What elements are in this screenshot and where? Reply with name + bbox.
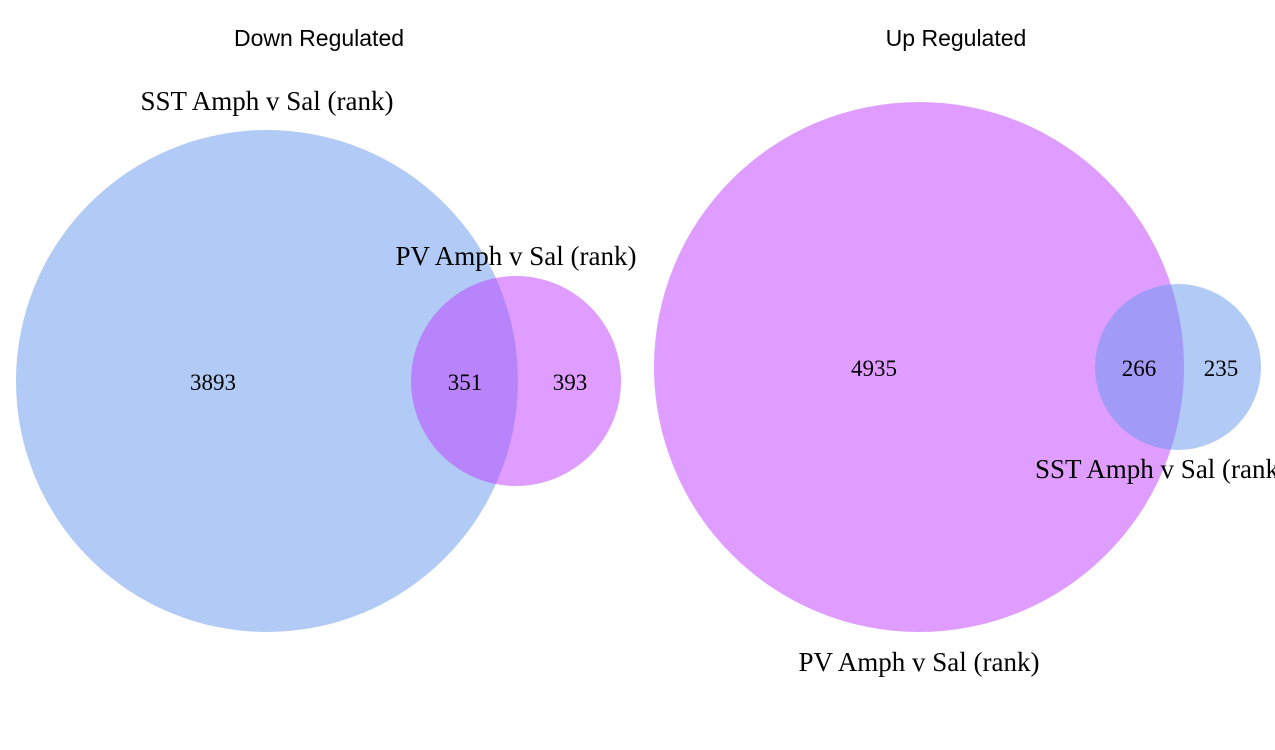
up-regulated-title: Up Regulated: [886, 25, 1027, 51]
down-regulated-venn: Down Regulated SST Amph v Sal (rank) PV …: [16, 25, 637, 632]
down-sst-label: SST Amph v Sal (rank): [140, 86, 393, 116]
up-overlap-count: 266: [1122, 356, 1157, 381]
down-overlap-count: 351: [448, 370, 483, 395]
down-pv-label: PV Amph v Sal (rank): [396, 241, 637, 271]
up-regulated-venn: Up Regulated PV Amph v Sal (rank) SST Am…: [654, 25, 1275, 677]
down-pv-circle: [411, 276, 621, 486]
up-sst-circle: [1095, 284, 1261, 450]
up-sst-label: SST Amph v Sal (rank): [1035, 454, 1275, 484]
down-sst-only-count: 3893: [190, 370, 236, 395]
down-regulated-title: Down Regulated: [234, 25, 404, 51]
up-sst-only-count: 235: [1204, 356, 1239, 381]
up-pv-only-count: 4935: [851, 356, 897, 381]
down-sst-circle: [16, 130, 518, 632]
up-pv-label: PV Amph v Sal (rank): [799, 647, 1040, 677]
down-pv-only-count: 393: [553, 370, 588, 395]
up-pv-circle: [654, 102, 1184, 632]
